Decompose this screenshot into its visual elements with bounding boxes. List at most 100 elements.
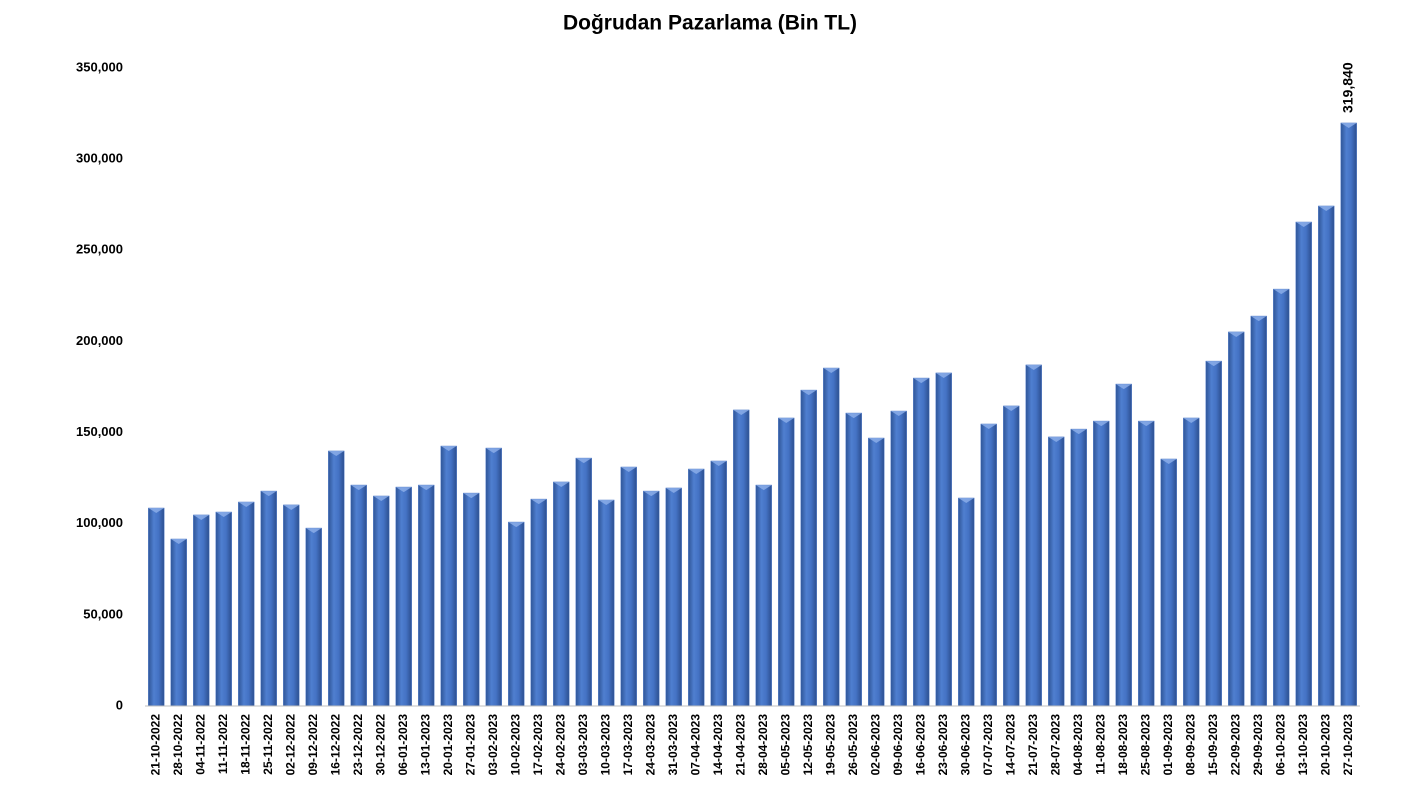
x-tick-label: 18-11-2022 [238,714,252,775]
bar [148,507,165,707]
bar-bevel [1160,459,1177,465]
bar-bevel [710,461,727,467]
bar [868,437,885,707]
bar-bevel [193,514,210,520]
bar-bevel [418,485,435,491]
bar [463,492,480,707]
bar [1025,364,1042,707]
x-tick-label: 07-04-2023 [688,714,702,776]
x-tick-label: 30-12-2022 [373,714,387,776]
bar [350,484,367,707]
x-tick-label: 06-01-2023 [396,714,410,776]
bar-bevel [620,467,637,473]
bar-bevel [530,499,547,505]
bar [305,527,322,707]
x-tick-label: 06-10-2023 [1273,714,1287,776]
bar-bevel [800,390,817,396]
x-tick-label: 21-04-2023 [733,714,747,776]
bar-bevel [598,500,615,506]
x-tick-label: 16-12-2022 [328,714,342,776]
bar [485,447,502,707]
bar-bevel [823,368,840,374]
bar-bevel [1318,205,1335,211]
bar [1115,383,1132,707]
bar-bevel [283,504,300,510]
bar-bevel [755,485,772,491]
y-tick-label: 0 [116,697,123,712]
bar [373,495,390,707]
bar [1273,288,1290,707]
bar-bevel [1070,429,1087,435]
bar [1250,315,1267,707]
x-tick-label: 04-08-2023 [1071,714,1085,776]
bar-bevel [440,446,457,452]
bar [1295,221,1312,707]
bar-bevel [238,502,255,508]
x-tick-label: 28-07-2023 [1048,714,1062,776]
bar-bevel [553,481,570,487]
bar [260,490,277,707]
bar [688,468,705,707]
bar-bevel [373,496,390,502]
x-tick-label: 13-01-2023 [418,714,432,776]
bar [418,484,435,707]
bar [1138,420,1155,707]
x-tick-label: 22-09-2023 [1228,714,1242,776]
x-tick-label: 28-10-2022 [171,714,185,776]
bar [1228,331,1245,707]
x-tick-label: 21-07-2023 [1026,714,1040,776]
bar-bevel [890,411,907,417]
x-tick-label: 03-03-2023 [576,714,590,776]
x-tick-label: 23-12-2022 [351,714,365,776]
x-tick-label: 05-05-2023 [778,714,792,776]
bar [1003,405,1020,707]
x-tick-label: 01-09-2023 [1161,714,1175,776]
bar [1340,122,1357,707]
chart-title: Doğrudan Pazarlama (Bin TL) [563,12,857,35]
bar-bevel [980,424,997,430]
bar [328,450,345,707]
x-tick-label: 17-02-2023 [531,714,545,776]
x-tick-label: 13-10-2023 [1296,714,1310,776]
x-tick-label: 24-03-2023 [643,714,657,776]
x-tick-label: 09-06-2023 [891,714,905,776]
bar [620,466,637,707]
bar [170,538,187,707]
bar [913,377,930,707]
bar-bevel [1183,417,1200,423]
bar [1070,428,1087,707]
y-tick-label: 50,000 [83,606,123,621]
bar [1093,420,1110,707]
bar-bevel [148,508,165,514]
bar [823,367,840,707]
x-tick-label: 09-12-2022 [306,714,320,776]
bar-bevel [1273,289,1290,295]
bar [1318,205,1335,707]
bar [1183,417,1200,707]
bar [958,497,975,707]
bar-bevel [958,498,975,504]
x-tick-label: 17-03-2023 [621,714,635,776]
bar-bevel [1295,222,1312,228]
bar-bevel [643,491,660,497]
x-tick-label: 16-06-2023 [913,714,927,776]
bar-bevel [215,512,232,518]
x-tick-label: 07-07-2023 [981,714,995,776]
bar-bevel [1228,331,1245,337]
bar-bevel [688,469,705,475]
x-tick-label: 18-08-2023 [1116,714,1130,776]
x-tick-label: 02-12-2022 [283,714,297,776]
x-tick-label: 19-05-2023 [823,714,837,776]
bar [508,521,525,707]
x-tick-label: 25-11-2022 [261,714,275,775]
bar-bevel [575,458,592,464]
bar-bevel [305,528,322,534]
x-tick-label: 02-06-2023 [868,714,882,776]
bar-bevel [1340,122,1357,128]
bar [193,514,210,707]
bar [733,409,750,707]
bar [710,460,727,707]
x-tick-label: 21-10-2022 [148,714,162,776]
bar [553,481,570,707]
